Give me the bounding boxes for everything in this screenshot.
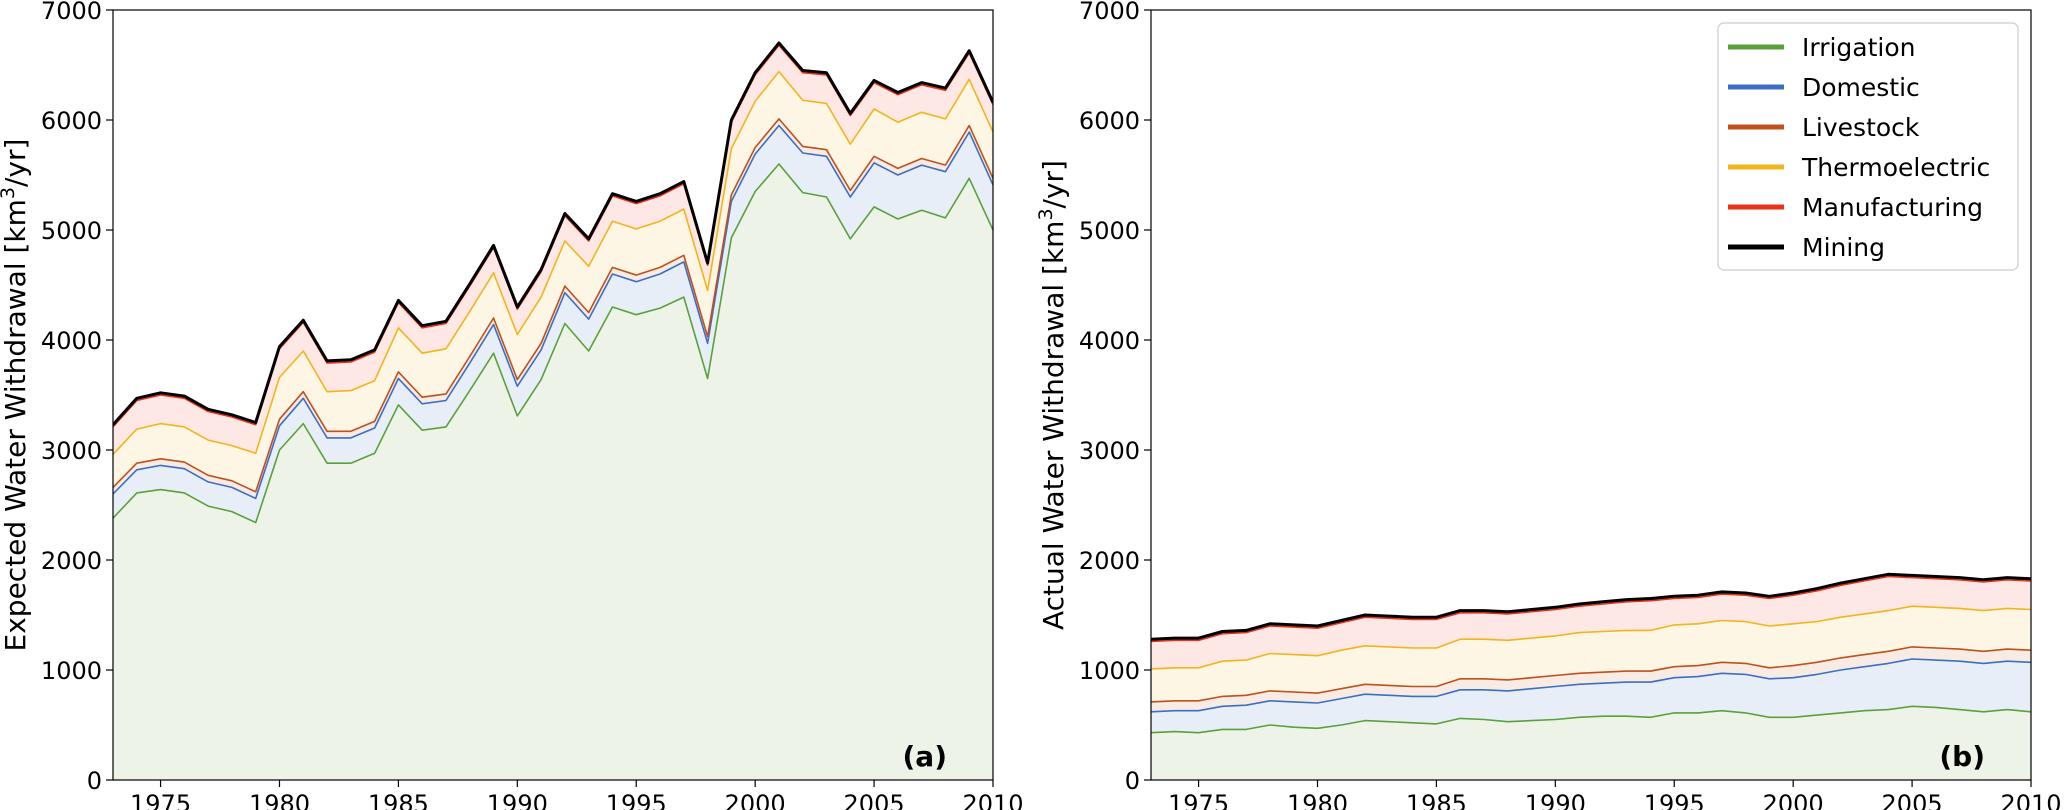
x-tick-label: 2005: [844, 790, 905, 810]
x-tick-label: 1985: [368, 790, 429, 810]
x-tick-label: 1990: [1525, 790, 1586, 810]
area-manufacturing: [113, 45, 993, 455]
panel-tag: (a): [903, 740, 948, 773]
legend-label-livestock: Livestock: [1802, 113, 1920, 142]
series-line-thermoelectric: [1151, 605, 2031, 670]
y-tick-label: 0: [87, 767, 102, 795]
chart-legend: Irrigation Domestic Livestock Thermoelectri…: [1717, 22, 2019, 271]
y-tick-label: 4000: [41, 327, 102, 355]
area-thermoelectric: [1151, 606, 2031, 702]
series-line-mining: [1151, 572, 2031, 641]
y-tick-label: 2000: [1079, 547, 1140, 575]
panel-tag: (b): [1939, 740, 1985, 773]
axes-frame: [112, 9, 994, 781]
series-line-manufacturing: [1151, 575, 2031, 643]
x-tick-label: 1990: [487, 790, 548, 810]
y-tick-label: 3000: [1079, 437, 1140, 465]
legend-label-irrigation: Irrigation: [1802, 33, 1916, 62]
series-line-irrigation: [113, 163, 993, 524]
y-tick-label: 1000: [41, 657, 102, 685]
series-line-domestic: [1151, 658, 2031, 713]
x-tick-label: 2010: [2000, 790, 2061, 810]
x-tick-label: 1995: [1644, 790, 1705, 810]
y-tick-label: 7000: [41, 0, 102, 25]
series-line-livestock: [113, 118, 993, 493]
area-domestic: [1151, 659, 2031, 733]
x-tick-label: 1980: [1287, 790, 1348, 810]
legend-box: [1717, 22, 2019, 271]
y-tick-label: 6000: [1079, 107, 1140, 135]
y-tick-label: 3000: [41, 437, 102, 465]
legend-label-mining: Mining: [1802, 233, 1885, 262]
y-tick-label: 6000: [41, 107, 102, 135]
x-tick-label: 1980: [249, 790, 310, 810]
series-line-mining: [113, 41, 993, 426]
x-tick-label: 1975: [130, 790, 191, 810]
x-tick-label: 2005: [1882, 790, 1943, 810]
x-tick-label: 1975: [1168, 790, 1229, 810]
legend-label-domestic: Domestic: [1802, 73, 1920, 102]
x-tick-label: 1985: [1406, 790, 1467, 810]
x-tick-label: 2010: [962, 790, 1023, 810]
y-axis-label: Actual Water Withdrawal [km3/yr]: [1035, 160, 1070, 630]
y-tick-label: 5000: [1079, 217, 1140, 245]
legend-label-manufacturing: Manufacturing: [1802, 193, 1983, 222]
y-tick-label: 7000: [1079, 0, 1140, 25]
area-irrigation: [113, 164, 993, 780]
y-tick-label: 4000: [1079, 327, 1140, 355]
panel-a-plot: 1975 1980 1985 1990 1995 2000 2005 2010 0 1000 200…: [0, 0, 1024, 810]
series-line-domestic: [113, 124, 993, 500]
axes-frame: [1150, 9, 2032, 781]
y-tick-label: 2000: [41, 547, 102, 575]
series-line-thermoelectric: [113, 70, 993, 455]
y-tick-label: 5000: [41, 217, 102, 245]
x-tick-label: 2000: [725, 790, 786, 810]
x-tick-label: 2000: [1763, 790, 1824, 810]
legend-label-thermoelectric: Thermoelectric: [1801, 153, 1990, 182]
area-domestic: [113, 125, 993, 523]
area-irrigation: [1151, 706, 2031, 780]
series-line-irrigation: [1151, 705, 2031, 734]
x-tick-label: 1995: [606, 790, 667, 810]
area-thermoelectric: [113, 71, 993, 492]
y-tick-label: 0: [1125, 767, 1140, 795]
y-axis-label: Expected Water Withdrawal [km3/yr]: [0, 139, 32, 652]
panel-b-plot: 1975 1980 1985 1990 1995 2000 2005 2010 0 1000 200…: [1035, 0, 2062, 810]
y-tick-label: 1000: [1079, 657, 1140, 685]
series-line-livestock: [1151, 646, 2031, 703]
